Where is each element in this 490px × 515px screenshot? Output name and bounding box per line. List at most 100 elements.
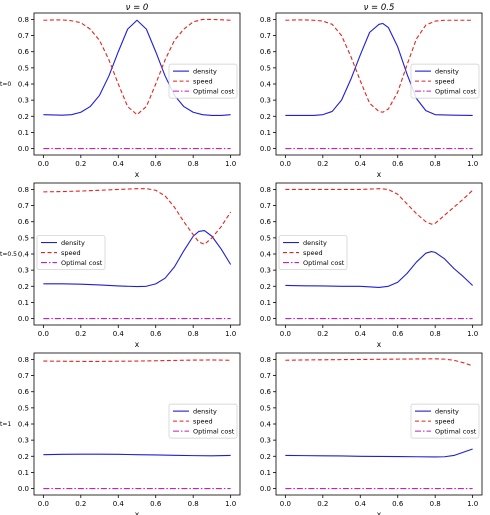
y-tick-label: 0.3 xyxy=(18,97,29,105)
y-tick-label: 0.7 xyxy=(260,372,271,380)
legend-label: Optimal cost xyxy=(303,259,345,267)
series-line-speed xyxy=(285,188,474,225)
y-tick-label: 0.6 xyxy=(18,388,30,396)
x-tick-label: 0.8 xyxy=(430,500,441,508)
x-tick-label: 0.0 xyxy=(280,500,291,508)
y-tick-label: 0.1 xyxy=(18,129,29,137)
y-tick-label: 0.3 xyxy=(260,97,271,105)
series-line-density xyxy=(285,251,474,288)
x-tick-label: 0.4 xyxy=(113,160,125,168)
y-tick-label: 0.3 xyxy=(260,267,271,275)
legend: density speed Optimal cost xyxy=(168,63,238,99)
series-line-speed xyxy=(43,359,231,362)
legend-label: Optimal cost xyxy=(61,259,103,267)
legend: density speed Optimal cost xyxy=(410,63,480,99)
x-tick-label: 0.2 xyxy=(317,160,328,168)
x-tick-label: 0.8 xyxy=(188,330,199,338)
legend-box xyxy=(410,63,480,99)
y-tick-label: 0.2 xyxy=(18,453,29,461)
y-tick-label: 0.8 xyxy=(18,186,29,194)
x-tick-label: 0.6 xyxy=(150,330,162,338)
y-tick-label: 0.0 xyxy=(260,145,271,153)
legend-label: speed xyxy=(61,249,81,257)
x-tick-label: 0.0 xyxy=(38,330,49,338)
x-tick-label: 0.6 xyxy=(392,330,404,338)
y-tick-label: 0.8 xyxy=(260,16,271,24)
x-tick-label: 0.0 xyxy=(38,500,49,508)
y-tick-label: 0.0 xyxy=(260,315,271,323)
legend-label: density xyxy=(61,239,85,247)
x-axis-label: x xyxy=(377,510,382,515)
y-tick-label: 0.5 xyxy=(18,234,29,242)
x-tick-label: 1.0 xyxy=(467,160,478,168)
x-tick-label: 0.4 xyxy=(113,500,125,508)
row-label: t=1 xyxy=(0,421,11,428)
legend-label: Optimal cost xyxy=(193,87,235,95)
y-tick-label: 0.2 xyxy=(18,113,29,121)
subplot-r1-c0: 0.0 0.2 0.4 0.6 0.8 1.0 0.0 0.1 0.2 0.3 0.4 0.5 0.6 0… xyxy=(0,182,241,349)
y-tick-label: 0.5 xyxy=(18,64,29,72)
x-tick-label: 0.8 xyxy=(430,330,441,338)
x-tick-label: 0.2 xyxy=(75,160,86,168)
y-tick-label: 0.4 xyxy=(260,81,272,89)
legend: density speed Optimal cost xyxy=(278,235,348,270)
legend-label: density xyxy=(435,407,459,415)
series-line-speed xyxy=(285,358,473,367)
x-tick-label: 1.0 xyxy=(467,500,478,508)
y-tick-label: 0.0 xyxy=(18,315,29,323)
legend-label: Optimal cost xyxy=(435,427,477,435)
y-tick-label: 0.0 xyxy=(260,485,271,493)
series-line-density xyxy=(43,19,231,117)
y-tick-label: 0.3 xyxy=(18,267,29,275)
y-tick-label: 0.1 xyxy=(260,129,271,137)
y-tick-label: 0.2 xyxy=(260,283,271,291)
x-tick-label: 0.0 xyxy=(280,330,291,338)
y-tick-label: 0.6 xyxy=(260,388,272,396)
legend-label: Optimal cost xyxy=(193,427,235,435)
legend-label: density xyxy=(193,67,217,75)
y-tick-label: 0.0 xyxy=(18,485,29,493)
y-tick-label: 0.7 xyxy=(18,202,29,210)
y-tick-label: 0.6 xyxy=(260,48,272,56)
x-tick-label: 0.8 xyxy=(188,160,199,168)
y-tick-label: 0.7 xyxy=(260,202,271,210)
legend: density speed Optimal cost xyxy=(410,403,480,439)
legend-label: Optimal cost xyxy=(435,87,477,95)
y-tick-label: 0.3 xyxy=(260,437,271,445)
y-tick-label: 0.5 xyxy=(18,404,29,412)
y-tick-label: 0.5 xyxy=(260,404,271,412)
x-tick-label: 0.0 xyxy=(280,160,291,168)
y-tick-label: 0.4 xyxy=(260,251,272,259)
y-tick-label: 0.7 xyxy=(260,32,271,40)
series-line-density xyxy=(43,453,231,457)
subplot-r2-c1: 0.0 0.2 0.4 0.6 0.8 1.0 0.0 0.1 0.2 0.3 0.4 0.5 0.6 0… xyxy=(260,352,483,515)
y-tick-label: 0.4 xyxy=(18,81,30,89)
subplot-title: ν = 0.5 xyxy=(364,3,395,13)
x-tick-label: 1.0 xyxy=(225,330,236,338)
y-tick-label: 0.1 xyxy=(18,299,29,307)
subplot-r0-c0: 0.0 0.2 0.4 0.6 0.8 1.0 0.0 0.1 0.2 0.3 0.4 0.5 0.6 0… xyxy=(0,3,241,179)
series-line-speed xyxy=(43,188,232,245)
x-tick-label: 0.2 xyxy=(317,500,328,508)
x-tick-label: 0.4 xyxy=(355,160,367,168)
y-tick-label: 0.1 xyxy=(260,469,271,477)
x-axis-label: x xyxy=(377,340,382,349)
x-tick-label: 0.6 xyxy=(392,160,404,168)
legend-label: speed xyxy=(435,417,455,425)
y-tick-label: 0.8 xyxy=(260,356,271,364)
x-axis-label: x xyxy=(135,510,140,515)
y-tick-label: 0.7 xyxy=(18,32,29,40)
y-tick-label: 0.8 xyxy=(18,16,29,24)
legend-label: density xyxy=(193,407,217,415)
legend: density speed Optimal cost xyxy=(36,235,106,270)
legend-box xyxy=(168,403,238,439)
y-tick-label: 0.8 xyxy=(260,186,271,194)
legend-box xyxy=(410,403,480,439)
y-tick-label: 0.1 xyxy=(260,299,271,307)
legend-box xyxy=(278,235,348,270)
y-tick-label: 0.4 xyxy=(260,421,272,429)
x-tick-label: 0.6 xyxy=(392,500,404,508)
x-axis-label: x xyxy=(135,170,140,179)
x-tick-label: 1.0 xyxy=(225,160,236,168)
